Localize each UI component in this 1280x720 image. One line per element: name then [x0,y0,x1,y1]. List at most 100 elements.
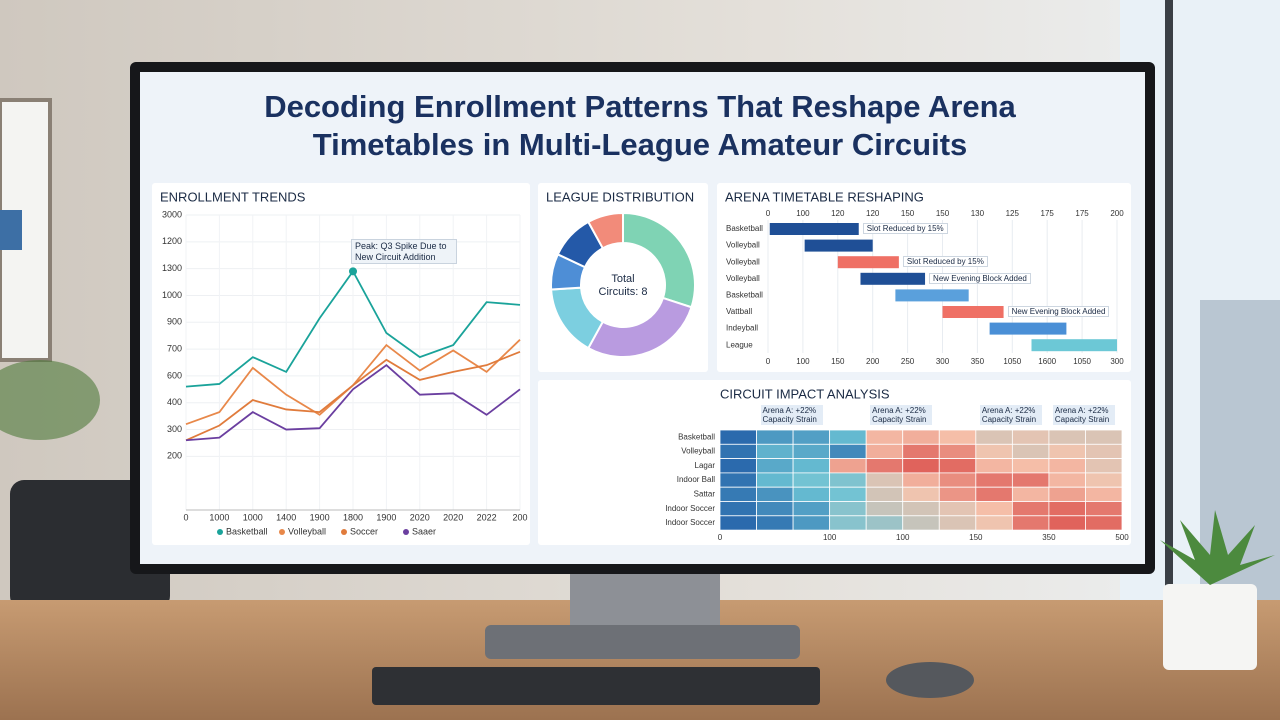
legend-swatch [279,529,285,535]
category-label: Volleyball [726,257,760,266]
pie-slice [622,211,696,309]
x-tick-label: 130 [971,209,985,218]
row-label: Basketball [678,432,715,441]
x-tick-label: 1000 [209,512,229,522]
column-annotation: Arena A: +22% Capacity Strain [979,405,1042,426]
pie-slice [586,211,624,250]
x2-tick-label: 1600 [1038,357,1056,366]
heat-cell [756,443,794,459]
heat-cell [1085,501,1123,517]
row-label: Volleyball [681,447,715,456]
heat-cell [975,515,1013,531]
heat-cell [865,501,904,517]
x-tick-label: 1400 [276,512,296,522]
x-tick-label: 2022 [477,512,497,522]
heat-cell [902,429,940,445]
row-label: Indoor Soccer [665,518,715,527]
heat-cell [1048,486,1086,502]
panel [152,183,530,545]
heat-cell [865,472,904,488]
legend-swatch [341,529,347,535]
x-tick-label: 1000 [243,512,263,522]
x2-tick-label: 300 [936,357,950,366]
heat-cell [865,429,904,445]
heat-cell [975,458,1013,474]
x-tick-label: 120 [866,209,880,218]
heat-cell [975,472,1013,488]
heat-cell [938,501,977,517]
x2-tick-label: 0 [766,357,771,366]
heat-cell [1011,458,1050,474]
x-tick-label: 0 [718,533,723,542]
heat-cell [938,486,977,502]
bar-label: New Evening Block Added [929,272,1031,284]
column-annotation: Arena A: +22% Capacity Strain [760,405,823,426]
center-label: Total Circuits: 8 [598,273,648,298]
heat-cell [1085,429,1123,445]
y-tick-label: 3000 [162,209,182,219]
heat-cell [756,429,794,445]
heat-cell [1085,515,1123,531]
category-label: Basketball [726,291,763,300]
heat-cell [719,515,757,531]
x-tick-label: 100 [823,533,837,542]
heat-cell [975,443,1013,459]
category-label: Indeyball [726,324,758,333]
bar-label: Slot Reduced by 15% [862,223,948,235]
panel-title: LEAGUE DISTRIBUTION [546,189,694,204]
legend-label: Soccer [350,526,378,536]
x2-tick-label: 300 [1110,357,1124,366]
heat-cell [792,472,831,488]
heat-cell [975,486,1013,502]
legend-label: Saaer [412,526,436,536]
legend-label: Volleyball [288,526,326,536]
x-tick-label: 350 [1042,533,1056,542]
bar-label: New Evening Block Added [1007,306,1110,318]
x-tick-label: 150 [901,209,915,218]
x-tick-label: 100 [896,533,910,542]
heat-cell [1085,458,1123,474]
annotation: Peak: Q3 Spike Due to New Circuit Additi… [351,239,457,264]
category-label: Basketball [726,224,763,233]
row-label: Sattar [694,489,716,498]
gantt-bar [942,306,1004,318]
gantt-bar [769,223,859,235]
heat-cell [719,443,757,459]
keyboard [372,667,820,705]
row-label: Indoor Ball [677,475,715,484]
heat-cell [719,501,757,517]
panel-title: CIRCUIT IMPACT ANALYSIS [720,386,890,401]
y-tick-label: 1300 [162,263,182,273]
row-label: Indoor Soccer [665,504,715,513]
window-frame [1165,0,1173,600]
y-tick-label: 1000 [162,290,182,300]
heat-cell [719,472,757,488]
panel-title: ENROLLMENT TRENDS [160,189,306,204]
heat-cell [865,458,904,474]
heat-cell [902,443,940,459]
heat-cell [829,486,867,502]
y-tick-label: 300 [167,424,182,434]
heat-cell [756,515,794,531]
x-tick-label: 1800 [343,512,363,522]
category-label: Volleyball [726,241,760,250]
heat-cell [719,486,757,502]
heat-cell [1011,472,1050,488]
heat-cell [792,486,831,502]
plant [1160,510,1275,585]
x-tick-label: 150 [969,533,983,542]
y-tick-label: 1200 [162,236,182,246]
x2-tick-label: 250 [901,357,915,366]
x2-tick-label: 200 [866,357,880,366]
series-line [185,350,521,442]
heat-cell [1011,515,1050,531]
y-tick-label: 700 [167,343,182,353]
x-tick-label: 2020 [443,512,463,522]
heat-cell [719,458,757,474]
gantt-bar [895,289,969,302]
heat-cell [865,515,904,531]
heat-cell [975,501,1013,517]
x-tick-label: 125 [1006,209,1020,218]
x-tick-label: 175 [1075,209,1089,218]
column-annotation: Arena A: +22% Capacity Strain [1052,405,1115,426]
